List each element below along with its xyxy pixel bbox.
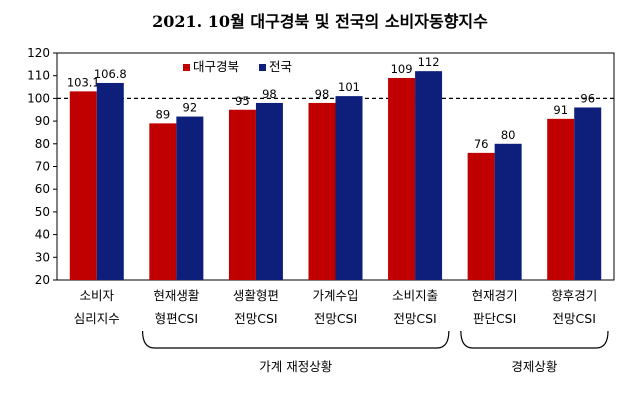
y-tick-label: 50 — [35, 205, 50, 219]
y-tick-label: 110 — [27, 69, 50, 83]
y-tick-label: 20 — [35, 273, 50, 287]
y-tick-label: 40 — [35, 228, 50, 242]
bar-national — [415, 71, 443, 280]
y-tick-label: 120 — [27, 46, 50, 60]
data-label: 80 — [501, 128, 516, 142]
category-label: 판단CSI — [473, 311, 516, 326]
chart-title: 2021. 10월 대구경북 및 전국의 소비자동향지수 — [152, 12, 488, 31]
data-label: 103.1 — [67, 75, 100, 89]
bar-national — [494, 143, 522, 280]
bar-national — [176, 116, 204, 280]
bar-national — [335, 96, 363, 280]
category-label: 생활형편 — [233, 288, 279, 303]
data-label: 92 — [183, 101, 198, 115]
y-tick-label: 80 — [35, 137, 50, 151]
data-label: 89 — [156, 107, 171, 121]
category-label: 소비자 — [80, 288, 115, 303]
data-label: 98 — [315, 87, 330, 101]
data-label: 76 — [474, 137, 489, 151]
y-tick-label: 60 — [35, 182, 50, 196]
bar-daegu-gyeongbuk — [547, 118, 575, 280]
data-label: 106.8 — [94, 67, 127, 81]
group-bracket — [460, 330, 609, 349]
data-label: 109 — [391, 62, 413, 76]
category-label: 소비지출 — [392, 288, 438, 303]
data-label: 95 — [235, 94, 250, 108]
legend-swatch — [259, 64, 266, 71]
data-label: 101 — [338, 80, 360, 94]
bar-daegu-gyeongbuk — [69, 91, 97, 280]
data-label: 96 — [580, 91, 595, 105]
category-label: 전망CSI — [553, 311, 596, 326]
category-label: 현재생활 — [153, 288, 200, 303]
legend-label: 대구경북 — [193, 59, 239, 74]
legend-label: 전국 — [269, 59, 292, 74]
category-label: 전망CSI — [393, 311, 436, 326]
category-label: 현재경기 — [472, 288, 518, 303]
category-label: 전망CSI — [234, 311, 277, 326]
category-label: 심리지수 — [74, 311, 120, 326]
y-tick-label: 70 — [35, 160, 50, 174]
y-tick-label: 30 — [35, 250, 50, 264]
group-label: 경제상황 — [511, 359, 558, 374]
data-label: 112 — [418, 55, 440, 69]
y-tick-label: 100 — [27, 91, 50, 105]
group-bracket — [141, 330, 450, 349]
bar-daegu-gyeongbuk — [308, 102, 336, 280]
data-label: 91 — [553, 103, 568, 117]
data-label: 98 — [262, 87, 277, 101]
group-label: 가계 재정상황 — [259, 359, 332, 374]
bar-daegu-gyeongbuk — [388, 77, 416, 280]
bar-daegu-gyeongbuk — [149, 123, 177, 281]
bar-national — [96, 82, 124, 281]
category-label: 가계수입 — [312, 288, 358, 303]
bar-national — [574, 107, 602, 280]
category-label: 향후경기 — [551, 288, 597, 303]
category-label: 형편CSI — [155, 311, 198, 326]
y-tick-label: 90 — [35, 114, 50, 128]
legend-swatch — [183, 64, 190, 71]
bar-daegu-gyeongbuk — [467, 152, 495, 280]
category-label: 전망CSI — [314, 311, 357, 326]
bar-daegu-gyeongbuk — [228, 109, 256, 280]
bar-national — [255, 102, 283, 280]
